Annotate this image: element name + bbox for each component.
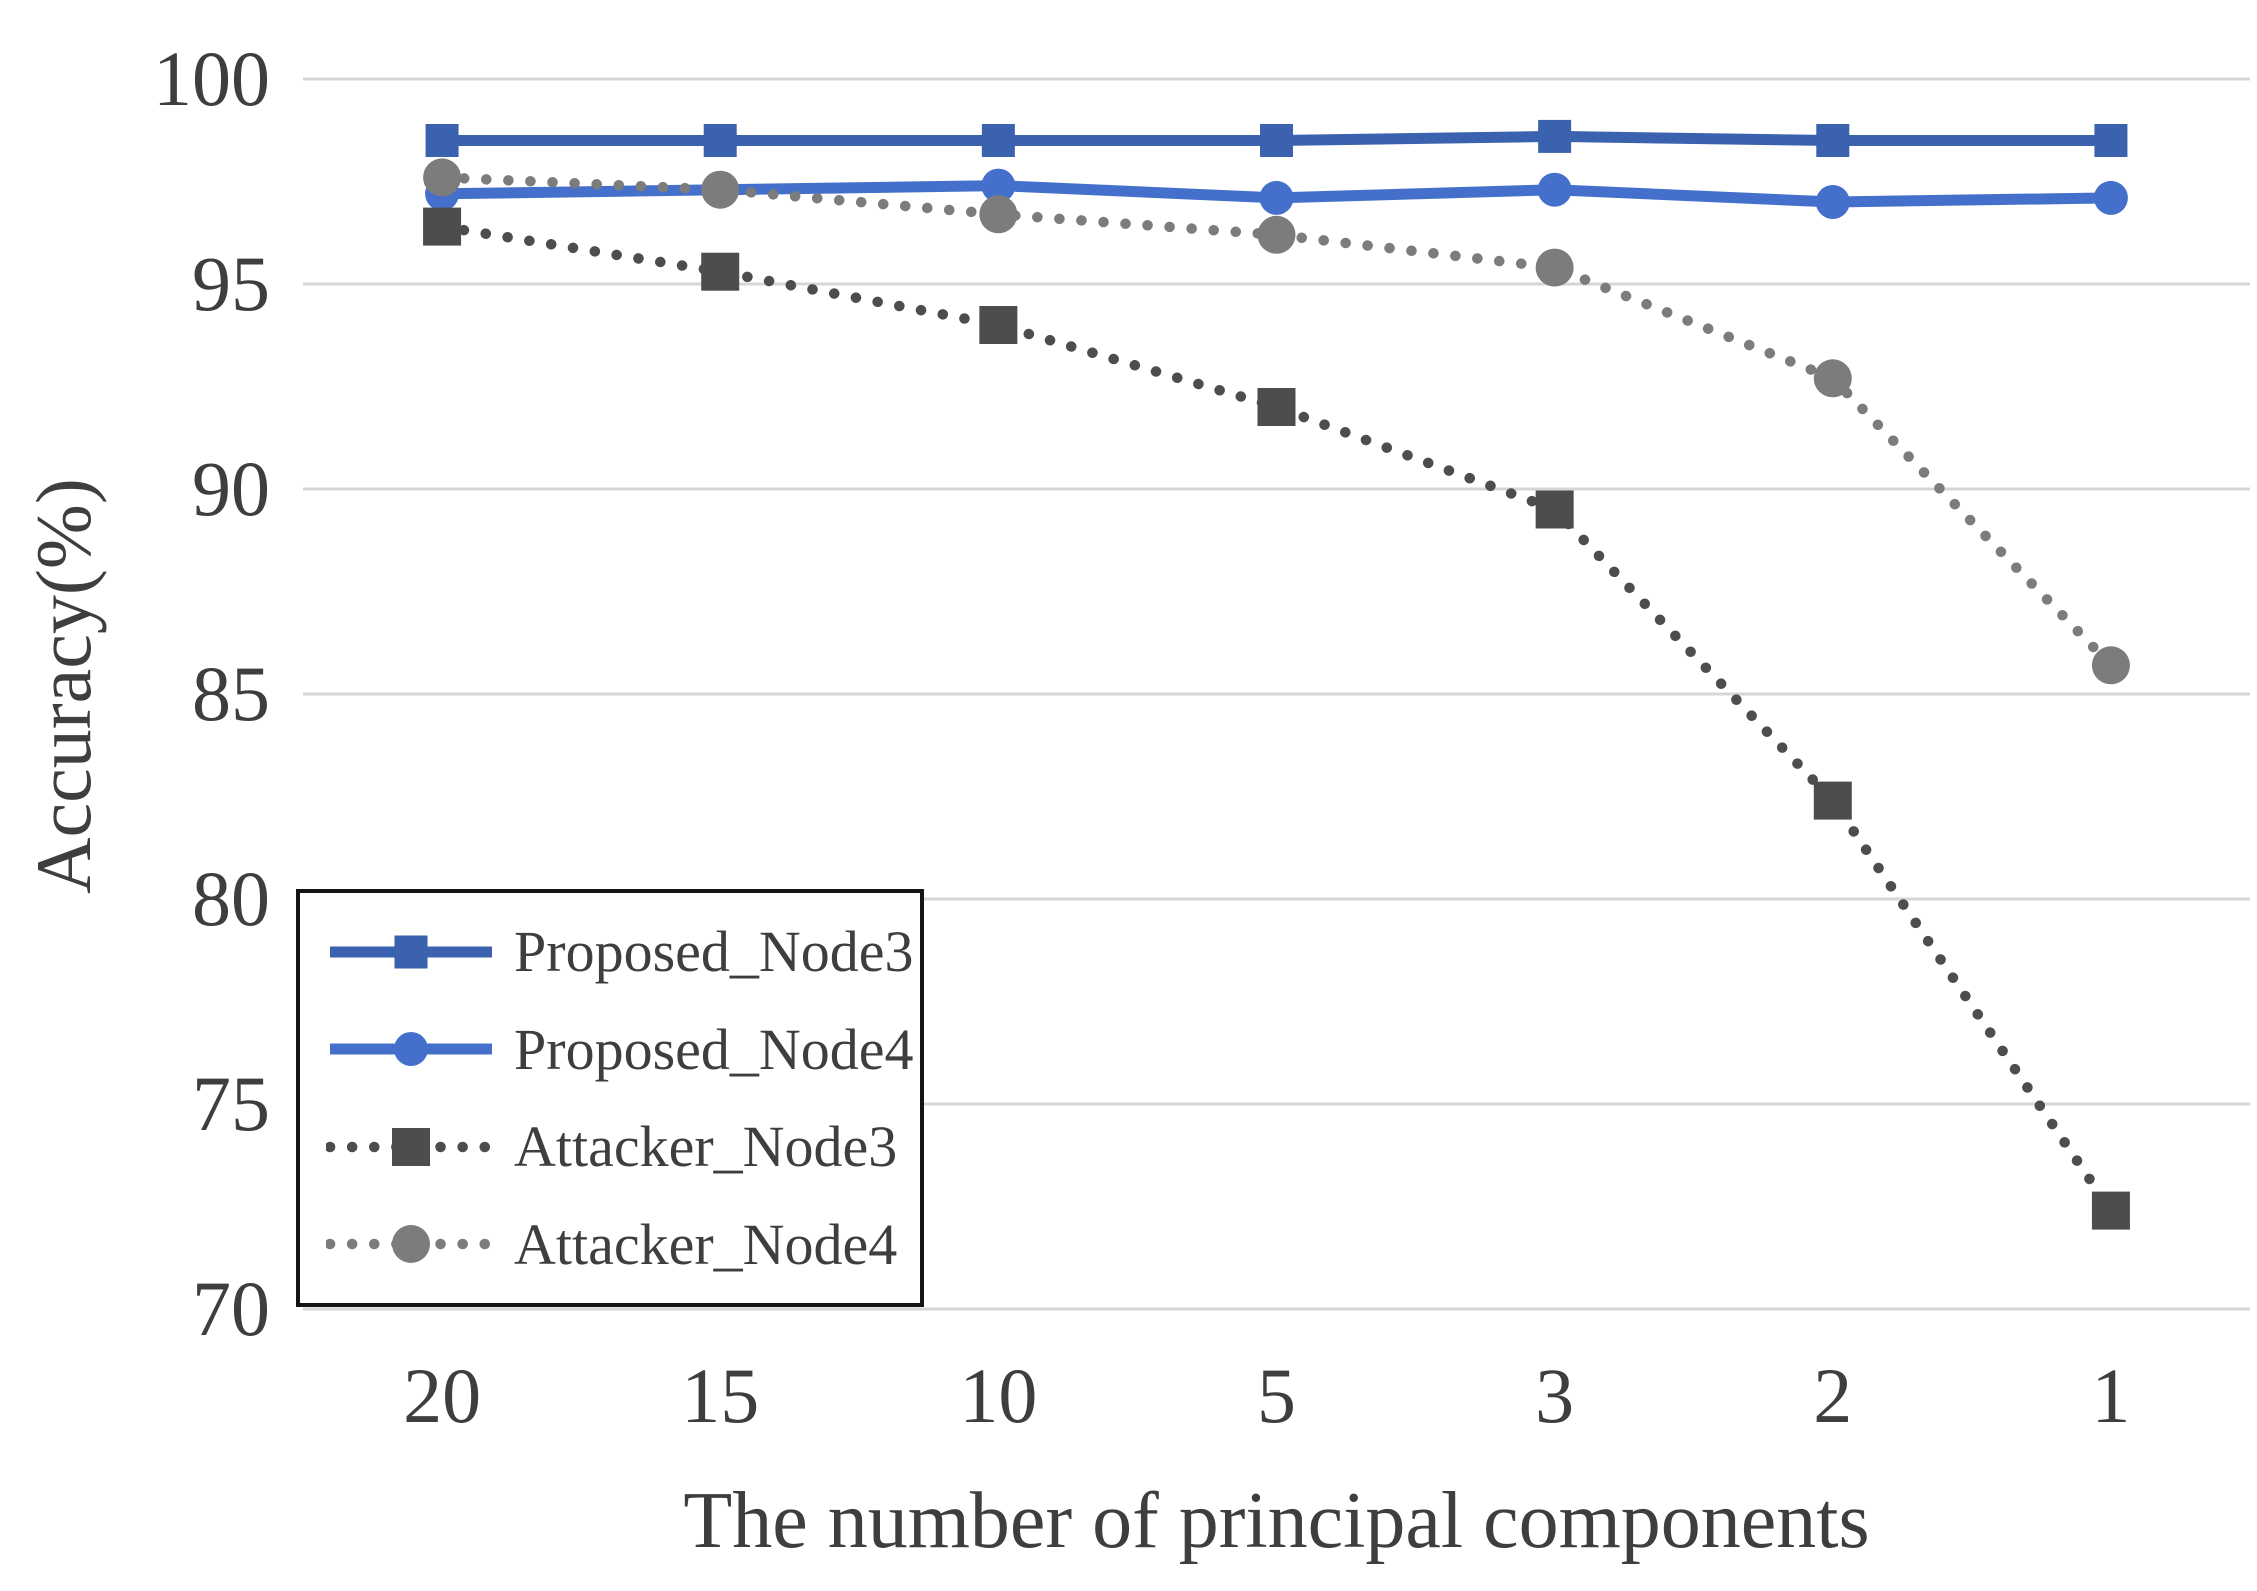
- legend-item-Proposed_Node4: Proposed_Node4: [300, 1005, 920, 1093]
- legend-marker-circle-icon: [330, 1032, 492, 1067]
- legend-item-Attacker_Node3: Attacker_Node3: [300, 1103, 920, 1191]
- data-point-Attacker_Node4: [701, 170, 740, 209]
- data-point-Proposed_Node4: [981, 168, 1016, 203]
- x-tick-label: 5: [1257, 1352, 1296, 1439]
- data-point-Attacker_Node4: [979, 195, 1018, 234]
- x-tick-label: 3: [1535, 1352, 1575, 1439]
- data-point-Proposed_Node3: [425, 124, 459, 157]
- legend-marker-circle-icon: [326, 1225, 496, 1264]
- x-tick-label: 10: [959, 1352, 1038, 1439]
- y-tick-label: 85: [192, 650, 270, 737]
- data-point-Attacker_Node3: [1813, 781, 1852, 820]
- data-point-Proposed_Node4: [1537, 172, 1572, 207]
- data-point-Proposed_Node3: [394, 935, 428, 969]
- y-tick-label: 75: [192, 1060, 270, 1147]
- data-point-Attacker_Node4: [392, 1225, 430, 1264]
- data-point-Attacker_Node3: [1535, 490, 1574, 529]
- legend-marker-square-icon: [326, 1127, 496, 1166]
- data-point-Attacker_Node3: [979, 306, 1018, 344]
- data-point-Attacker_Node3: [423, 207, 462, 246]
- legend-marker-square-icon: [330, 935, 492, 969]
- data-point-Attacker_Node4: [1535, 248, 1574, 287]
- legend-label: Attacker_Node4: [514, 1211, 898, 1277]
- legend-label: Attacker_Node3: [514, 1114, 898, 1180]
- data-point-Proposed_Node4: [1815, 185, 1850, 219]
- y-tick-label: 70: [192, 1265, 270, 1352]
- data-point-Proposed_Node3: [1816, 124, 1850, 157]
- data-point-Proposed_Node4: [2093, 180, 2128, 215]
- data-point-Attacker_Node3: [2091, 1191, 2130, 1230]
- y-tick-label: 95: [192, 240, 270, 327]
- x-tick-label: 15: [681, 1352, 760, 1439]
- data-point-Attacker_Node4: [1257, 215, 1296, 254]
- data-point-Attacker_Node3: [701, 252, 740, 291]
- data-point-Proposed_Node4: [394, 1032, 428, 1067]
- x-tick-label: 1: [2091, 1352, 2131, 1439]
- legend: Proposed_Node3 Proposed_Node4 Attacker_Nod…: [296, 889, 924, 1307]
- data-point-Proposed_Node3: [981, 124, 1015, 157]
- data-point-Attacker_Node4: [423, 158, 462, 197]
- data-point-Proposed_Node3: [1260, 124, 1293, 157]
- data-point-Attacker_Node4: [2091, 646, 2130, 685]
- legend-item-Proposed_Node3: Proposed_Node3: [300, 908, 920, 996]
- legend-label: Proposed_Node3: [514, 919, 914, 985]
- y-tick-label: 100: [153, 35, 270, 122]
- data-point-Attacker_Node4: [1813, 359, 1852, 398]
- data-point-Attacker_Node3: [1257, 388, 1296, 426]
- x-tick-label: 2: [1813, 1352, 1853, 1439]
- y-tick-label: 80: [192, 855, 270, 942]
- data-point-Proposed_Node3: [2094, 124, 2128, 157]
- data-point-Proposed_Node3: [1538, 119, 1572, 153]
- x-tick-label: 20: [403, 1352, 482, 1439]
- legend-item-Attacker_Node4: Attacker_Node4: [300, 1200, 920, 1288]
- data-point-Proposed_Node3: [703, 124, 737, 157]
- y-tick-label: 90: [192, 445, 270, 532]
- data-point-Proposed_Node4: [1259, 180, 1294, 215]
- x-axis-title: The number of principal components: [683, 1477, 1870, 1565]
- legend-label: Proposed_Node4: [514, 1016, 914, 1082]
- data-point-Attacker_Node3: [392, 1127, 430, 1166]
